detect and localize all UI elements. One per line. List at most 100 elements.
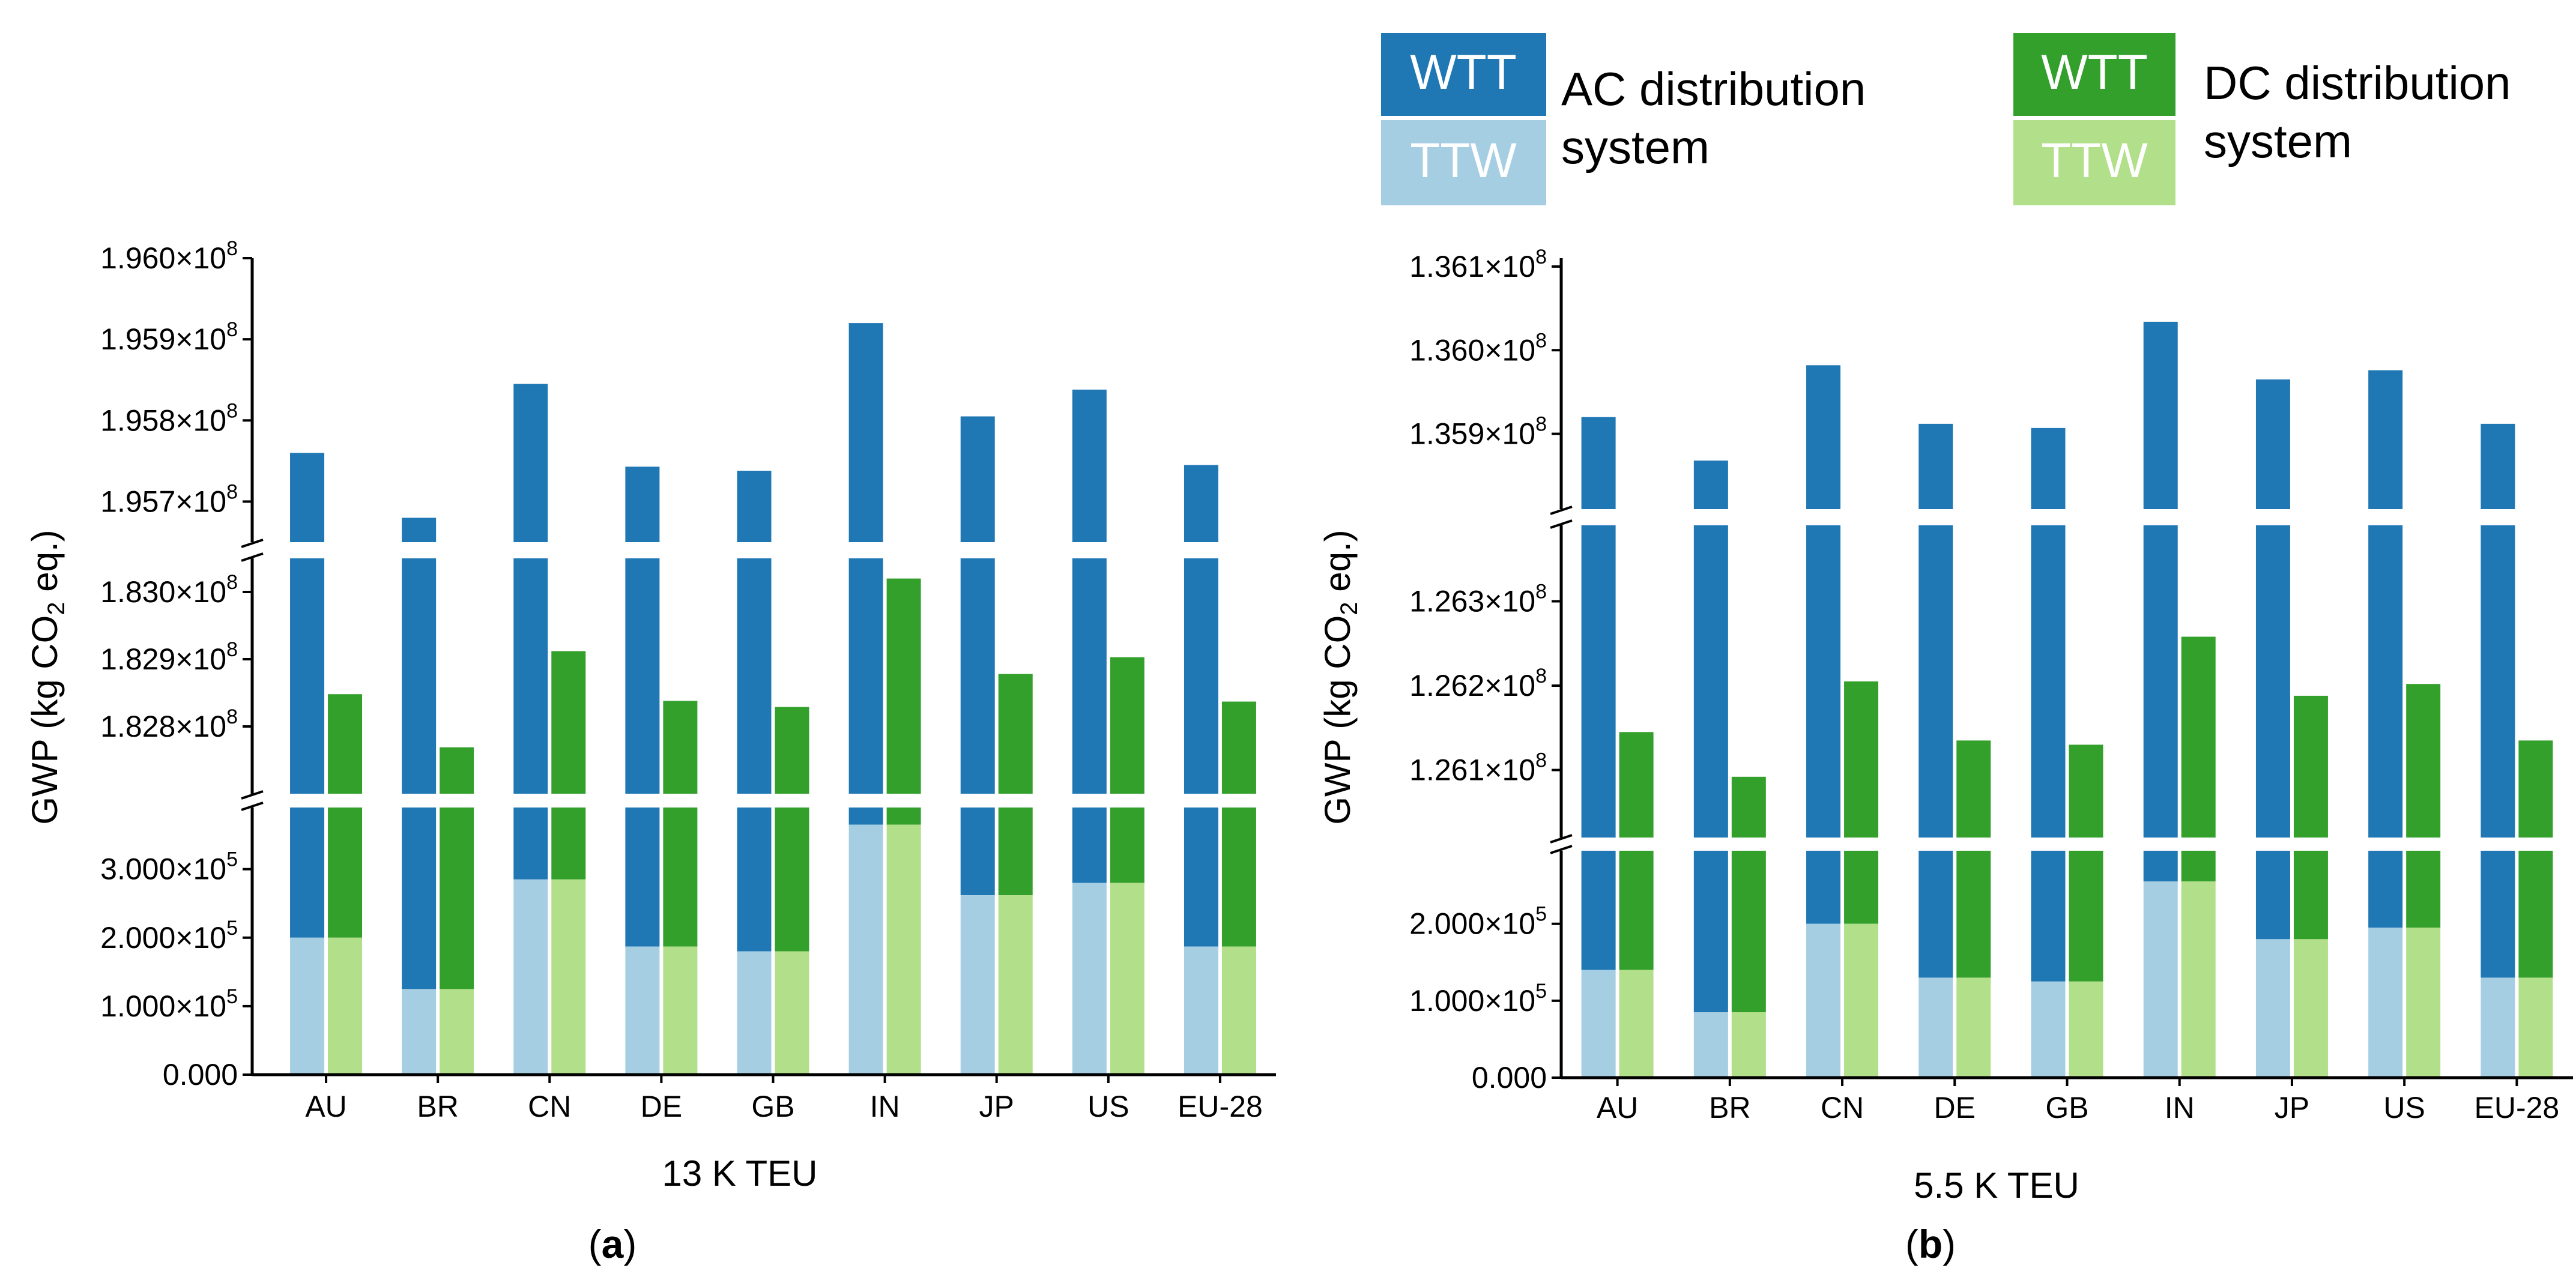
y-tick-label: 2.000×105 (1409, 903, 1547, 941)
bar-dc-wtt-lower-us (1110, 808, 1144, 883)
bar-dc-wtt-lower-in (2181, 851, 2216, 882)
bar-ac-wtt-upper-cn (1806, 365, 1841, 509)
bar-ac-wtt-lower-au (290, 808, 325, 938)
bar-ac-wtt-middle-gb (737, 558, 772, 794)
panel-b-caption-letter: b (1918, 1222, 1943, 1266)
x-tick-label-au: AU (305, 1090, 346, 1123)
bar-dc-wtt-middle-gb (775, 707, 809, 794)
bar-dc-wtt-middle-br (1731, 776, 1766, 838)
bar-dc-wtt-lower-de (1956, 851, 1991, 978)
y-tick-label: 1.829×108 (100, 638, 238, 676)
bar-ac-wtt-middle-cn (513, 558, 548, 794)
bar-ac-ttw-jp (960, 895, 995, 1075)
legend-ac-title-line2: system (1561, 121, 1710, 174)
bar-ac-wtt-lower-us (2368, 851, 2403, 928)
legend-dc-wtt-label: WTT (2041, 45, 2148, 100)
bar-ac-wtt-upper-au (290, 453, 325, 542)
bar-ac-wtt-lower-jp (2255, 851, 2290, 940)
legend-ac-wtt-swatch (1381, 33, 1546, 116)
bar-dc-wtt-middle-de (1956, 740, 1991, 838)
bar-ac-wtt-middle-eu-28 (2481, 525, 2515, 838)
bar-ac-wtt-upper-gb (2031, 427, 2066, 509)
bar-dc-ttw-us (1110, 883, 1144, 1075)
bar-ac-wtt-lower-eu-28 (2481, 851, 2515, 978)
bar-dc-ttw-us (2406, 928, 2441, 1078)
bar-dc-ttw-jp (2293, 939, 2328, 1078)
bar-dc-wtt-lower-br (440, 808, 474, 989)
y-tick-label: 1.959×108 (100, 318, 238, 356)
bar-ac-ttw-au (290, 937, 325, 1075)
bar-ac-wtt-upper-jp (960, 416, 995, 542)
x-tick-label-br: BR (1709, 1091, 1750, 1125)
bar-dc-wtt-middle-jp (2293, 695, 2328, 838)
y-tick-label: 1.000×105 (100, 985, 238, 1023)
y-tick-label: 1.000×105 (1409, 980, 1547, 1018)
bar-dc-ttw-br (440, 989, 474, 1075)
y-tick-label: 0.000 (1472, 1061, 1547, 1094)
bar-dc-wtt-middle-in (2181, 636, 2216, 838)
bar-dc-wtt-lower-jp (998, 808, 1033, 896)
bar-ac-wtt-lower-us (1072, 808, 1107, 883)
bar-ac-ttw-gb (2031, 981, 2066, 1078)
x-tick-label-au: AU (1597, 1091, 1638, 1125)
axis-break-mark-1-lower (241, 802, 264, 811)
bar-ac-ttw-eu-28 (2481, 977, 2515, 1078)
bar-ac-wtt-middle-jp (960, 558, 995, 794)
y-tick-label: 2.000×105 (100, 917, 238, 955)
bar-ac-wtt-upper-jp (2255, 379, 2290, 509)
bar-dc-wtt-lower-gb (775, 808, 809, 952)
bar-dc-ttw-cn (1844, 923, 1879, 1078)
x-tick-label-gb: GB (2045, 1091, 2088, 1125)
bar-ac-wtt-upper-au (1581, 417, 1616, 509)
bar-dc-ttw-gb (2069, 981, 2103, 1078)
axis-break-mark-1-upper (1550, 834, 1573, 844)
x-tick-label-cn: CN (528, 1090, 571, 1123)
panel-a-ylabel: GWP (kg CO2 eq.) (25, 530, 70, 824)
bar-ac-wtt-lower-au (1581, 851, 1616, 970)
legend-ac-title-line1: AC distribution (1561, 62, 1866, 115)
panel-b-caption: (b) (1905, 1222, 1956, 1266)
y-tick-label: 1.958×108 (100, 399, 238, 437)
bar-ac-wtt-lower-jp (960, 808, 995, 896)
bar-ac-wtt-lower-br (1693, 851, 1728, 1013)
bar-dc-wtt-middle-in (886, 578, 921, 794)
bar-ac-wtt-upper-eu-28 (2481, 423, 2515, 509)
bar-dc-wtt-lower-us (2406, 851, 2441, 928)
bar-ac-ttw-de (625, 946, 660, 1075)
bar-ac-wtt-lower-in (2143, 851, 2178, 882)
bar-dc-ttw-de (1956, 977, 1991, 1078)
panel-b: GWP (kg CO2 eq.) 5.5 K TEU (b) AU BR CN DE G… (1317, 246, 2573, 1266)
bar-dc-ttw-br (1731, 1012, 1766, 1078)
y-tick-label: 1.361×108 (1409, 246, 1547, 283)
x-tick-label-in: IN (2165, 1091, 2195, 1125)
bar-ac-ttw-au (1581, 970, 1616, 1078)
bar-ac-wtt-lower-cn (1806, 851, 1841, 924)
axis-break-mark-0-lower (1550, 519, 1573, 529)
bar-ac-ttw-in (848, 824, 883, 1075)
y-tick-label: 0.000 (163, 1058, 238, 1091)
bar-dc-wtt-middle-de (663, 701, 698, 794)
axis-break-mark-1-lower (1550, 845, 1573, 854)
bar-ac-wtt-lower-br (402, 808, 437, 989)
bar-ac-wtt-middle-gb (2031, 525, 2066, 838)
bar-ac-wtt-middle-in (848, 558, 883, 794)
bar-ac-wtt-middle-us (1072, 558, 1107, 794)
bar-dc-wtt-middle-cn (1844, 681, 1879, 838)
axis-break-mark-0-upper (1550, 506, 1573, 515)
bar-ac-wtt-upper-eu-28 (1184, 465, 1218, 542)
panel-b-bars (1581, 321, 2553, 1078)
x-tick-label-jp: JP (979, 1090, 1014, 1123)
x-tick-label-in: IN (870, 1090, 900, 1123)
bar-dc-wtt-lower-in (886, 808, 921, 825)
bar-dc-ttw-de (663, 946, 698, 1075)
bar-ac-ttw-gb (737, 951, 772, 1075)
x-tick-label-jp: JP (2275, 1091, 2309, 1125)
bar-ac-wtt-upper-br (402, 518, 437, 542)
bar-dc-wtt-lower-cn (551, 808, 586, 880)
bar-ac-wtt-middle-cn (1806, 525, 1841, 838)
bar-ac-wtt-upper-br (1693, 460, 1728, 509)
bar-dc-wtt-middle-us (1110, 657, 1144, 794)
bar-dc-wtt-middle-au (328, 694, 363, 794)
panel-a-caption: (a) (588, 1222, 637, 1266)
bar-ac-wtt-lower-gb (2031, 851, 2066, 982)
